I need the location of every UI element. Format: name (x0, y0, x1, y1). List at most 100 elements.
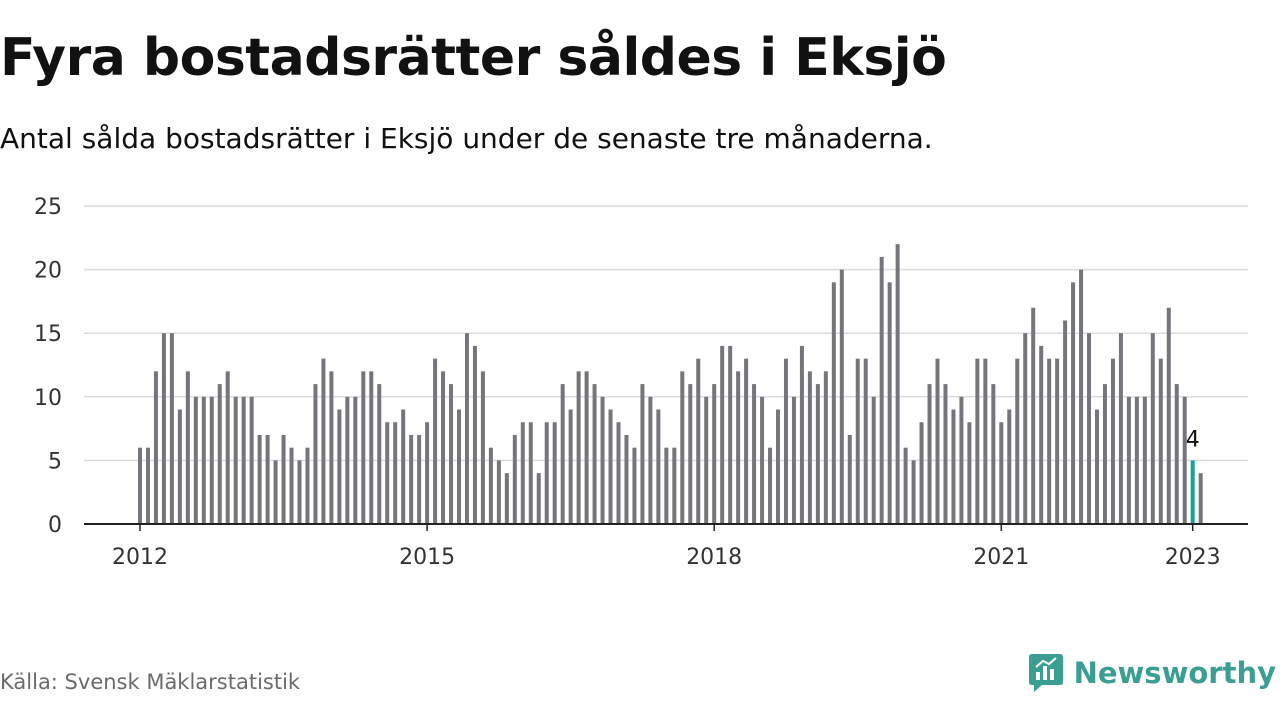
bar (297, 460, 302, 524)
bar (664, 447, 669, 524)
bar (1087, 333, 1092, 524)
bar (201, 396, 206, 524)
x-tick-label: 2012 (112, 545, 168, 570)
bar (512, 434, 517, 524)
bar (887, 282, 892, 524)
bar (680, 371, 685, 524)
bar (560, 384, 565, 524)
x-tick-label: 2021 (973, 545, 1029, 570)
bar (393, 422, 398, 524)
bar (776, 409, 780, 524)
bar (1023, 333, 1028, 524)
grid-lines (84, 205, 1248, 462)
bar (369, 371, 374, 524)
bar (791, 396, 796, 524)
bar (919, 422, 924, 524)
bar (760, 396, 765, 524)
bar (712, 384, 717, 524)
bar (895, 244, 900, 524)
bar (257, 434, 262, 524)
bar (624, 434, 629, 524)
bar (720, 345, 725, 524)
bar (600, 396, 605, 524)
chart-subtitle: Antal sålda bostadsrätter i Eksjö under … (0, 122, 933, 155)
bar (472, 345, 477, 524)
y-tick-label: 10 (34, 386, 62, 411)
bar (704, 396, 709, 524)
bar (672, 447, 677, 524)
bar (584, 371, 589, 524)
bar (1134, 396, 1139, 524)
bar (847, 434, 852, 524)
bar (433, 358, 438, 524)
bar-chart: 0 5 10 15 20 25 2012 2015 2018 2021 2023 4 (34, 195, 1248, 570)
bar (321, 358, 326, 524)
bar (409, 434, 414, 524)
bar (504, 473, 509, 524)
bar (688, 384, 693, 524)
bar (209, 396, 214, 524)
bar (967, 422, 972, 524)
bar (632, 447, 637, 524)
bar (417, 434, 422, 524)
bar (736, 371, 741, 524)
y-tick-label: 5 (48, 449, 62, 474)
bar (831, 282, 836, 524)
bar (225, 371, 230, 524)
bar (807, 371, 812, 524)
bar (608, 409, 613, 524)
x-tick-label: 2015 (399, 545, 455, 570)
bar (839, 269, 844, 524)
bar (783, 358, 788, 524)
bar (768, 447, 773, 524)
bar (464, 333, 469, 524)
bar (927, 384, 932, 524)
bar (1126, 396, 1131, 524)
y-tick-label: 0 (48, 513, 62, 538)
newsworthy-logo[interactable]: Newsworthy (1028, 652, 1276, 694)
bar (305, 447, 310, 524)
bar (337, 409, 342, 524)
bar (863, 358, 868, 524)
bar (1142, 396, 1147, 524)
bar (193, 396, 198, 524)
bar (823, 371, 828, 524)
bar (520, 422, 525, 524)
bar (1166, 307, 1171, 524)
bar (241, 396, 246, 524)
bar (999, 422, 1004, 524)
bar (1071, 282, 1076, 524)
bar (273, 460, 278, 524)
bar (385, 422, 390, 524)
bar (1174, 384, 1179, 524)
bar (552, 422, 557, 524)
source-note: Källa: Svensk Mäklarstatistik (0, 670, 301, 694)
bar (959, 396, 964, 524)
bar (536, 473, 541, 524)
bar (1095, 409, 1099, 524)
bar (265, 434, 270, 524)
bar (983, 358, 988, 524)
bar (855, 358, 860, 524)
bar (361, 371, 366, 524)
bar-highlight (1190, 460, 1195, 524)
x-tick-label: 2023 (1165, 545, 1221, 570)
bar (911, 460, 916, 524)
bar (799, 345, 804, 524)
bar (1055, 358, 1060, 524)
bar (289, 447, 294, 524)
bar (1007, 409, 1012, 524)
bar (1158, 358, 1163, 524)
bar (488, 447, 493, 524)
bar (903, 447, 908, 524)
bar (879, 256, 884, 524)
bar (1031, 307, 1036, 524)
bar (353, 396, 358, 524)
bar (576, 371, 581, 524)
bar (138, 447, 142, 524)
bar (1198, 473, 1203, 524)
bar (153, 371, 158, 524)
y-tick-label: 25 (34, 195, 62, 220)
brand-name: Newsworthy (1073, 656, 1276, 690)
bar (185, 371, 190, 524)
